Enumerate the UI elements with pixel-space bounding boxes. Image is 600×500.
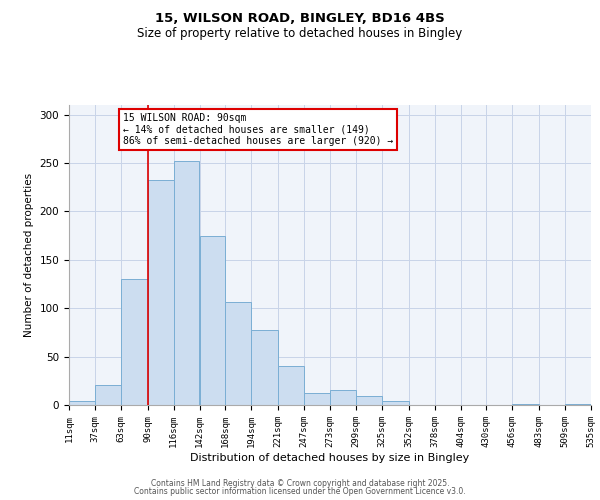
Text: Size of property relative to detached houses in Bingley: Size of property relative to detached ho… — [137, 28, 463, 40]
Bar — [382, 401, 409, 405]
Bar — [173, 161, 199, 405]
Text: 15 WILSON ROAD: 90sqm
← 14% of detached houses are smaller (149)
86% of semi-det: 15 WILSON ROAD: 90sqm ← 14% of detached … — [123, 112, 393, 146]
Bar — [148, 180, 173, 405]
Text: Contains public sector information licensed under the Open Government Licence v3: Contains public sector information licen… — [134, 487, 466, 496]
Y-axis label: Number of detached properties: Number of detached properties — [24, 173, 34, 337]
X-axis label: Distribution of detached houses by size in Bingley: Distribution of detached houses by size … — [190, 452, 470, 462]
Text: 15, WILSON ROAD, BINGLEY, BD16 4BS: 15, WILSON ROAD, BINGLEY, BD16 4BS — [155, 12, 445, 26]
Bar — [278, 366, 304, 405]
Bar — [356, 396, 382, 405]
Bar — [251, 330, 278, 405]
Text: Contains HM Land Registry data © Crown copyright and database right 2025.: Contains HM Land Registry data © Crown c… — [151, 478, 449, 488]
Bar — [512, 404, 539, 405]
Bar — [95, 384, 121, 405]
Bar — [226, 302, 251, 405]
Bar — [304, 394, 330, 405]
Bar — [330, 390, 356, 405]
Bar — [565, 404, 591, 405]
Bar — [69, 401, 95, 405]
Bar — [121, 279, 148, 405]
Bar — [199, 236, 226, 405]
